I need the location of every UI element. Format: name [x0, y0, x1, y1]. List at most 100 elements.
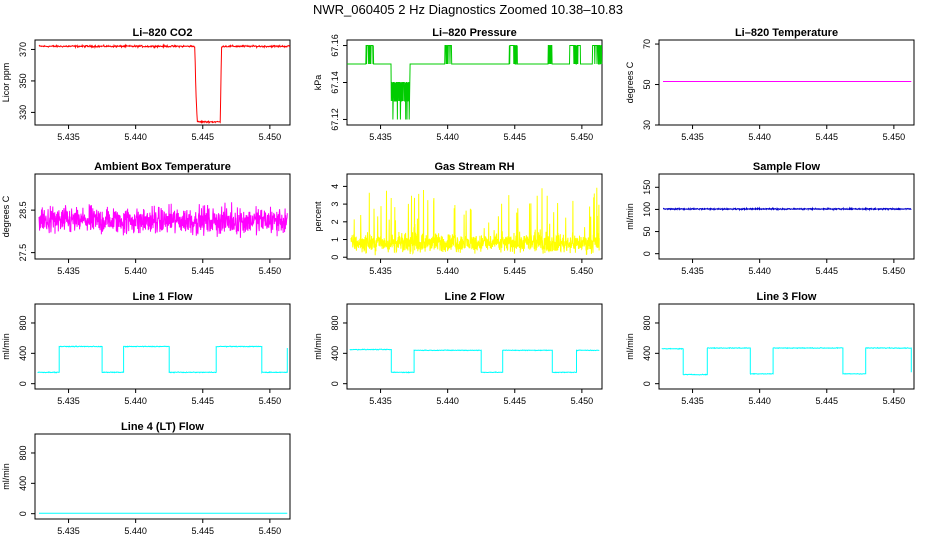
panel-line4: Line 4 (LT) Flow ml/min 5.435 5.440 5.445 5.4… [1, 421, 291, 536]
plot-frame [34, 303, 291, 390]
plot-frame [346, 303, 603, 390]
plot-frame [658, 39, 915, 126]
x-tick-label: 5.445 [503, 396, 526, 406]
x-tick-label: 5.435 [369, 132, 392, 142]
y-tick-label: 67.12 [330, 108, 340, 131]
panel-pressure: Li–820 Pressure kPa 5.435 5.440 5.445 5.450 67… [313, 27, 603, 142]
x-tick-label: 5.445 [815, 396, 838, 406]
panel-title: Li–820 CO2 [133, 27, 193, 39]
plot-frame [658, 173, 915, 260]
panel-title: Line 3 Flow [757, 291, 817, 303]
series-line-line2 [349, 348, 600, 374]
x-tick-label: 5.440 [124, 526, 147, 536]
x-tick-label: 5.445 [815, 132, 838, 142]
x-tick-label: 5.450 [571, 266, 594, 276]
y-tick-label: 0 [642, 251, 652, 256]
y-axis-label: ml/min [1, 463, 11, 490]
y-axis-label: kPa [313, 75, 323, 91]
x-tick-label: 5.445 [191, 396, 214, 406]
x-tick-label: 5.450 [571, 396, 594, 406]
y-axis-label: percent [313, 201, 323, 232]
y-axis-label: ml/min [1, 333, 11, 360]
panel-sampleflow: Sample Flow ml/min 5.435 5.440 5.445 5.450 0 50… [625, 161, 915, 276]
y-tick-label: 4 [330, 184, 340, 189]
x-tick-label: 5.450 [883, 396, 906, 406]
y-tick-label: 67.14 [330, 71, 340, 94]
series-line-co2 [38, 43, 291, 125]
panel-title: Sample Flow [753, 161, 821, 173]
y-tick-label: 150 [642, 180, 652, 195]
figure-title: NWR_060405 2 Hz Diagnostics Zoomed 10.38… [313, 2, 623, 17]
plot-frame [346, 173, 603, 260]
series-line-rh [350, 187, 600, 256]
panel-title: Line 4 (LT) Flow [121, 421, 204, 433]
x-tick-label: 5.445 [191, 132, 214, 142]
series-line-pressure [347, 45, 603, 120]
x-tick-label: 5.440 [436, 396, 459, 406]
y-tick-label: 0 [18, 381, 28, 386]
panel-temp: Li–820 Temperature degrees C 5.435 5.440 5.4… [625, 27, 915, 142]
x-tick-label: 5.440 [436, 266, 459, 276]
panel-title: Li–820 Pressure [432, 27, 516, 39]
y-tick-label: 400 [18, 476, 28, 491]
panel-title: Gas Stream RH [434, 161, 514, 173]
panel-line2: Line 2 Flow ml/min 5.435 5.440 5.445 5.450 0 40… [313, 291, 603, 406]
x-tick-label: 5.440 [748, 266, 771, 276]
x-tick-label: 5.440 [124, 396, 147, 406]
y-tick-label: 800 [18, 445, 28, 460]
x-tick-label: 5.450 [259, 526, 282, 536]
panel-line1: Line 1 Flow ml/min 5.435 5.440 5.445 5.450 0 40… [1, 291, 291, 406]
x-tick-label: 5.440 [748, 132, 771, 142]
panel-co2: Li–820 CO2 Licor ppm 5.435 5.440 5.445 5.450 3… [1, 27, 291, 142]
x-tick-label: 5.450 [259, 132, 282, 142]
y-axis-label: Licor ppm [1, 63, 11, 103]
y-tick-label: 0 [330, 381, 340, 386]
y-tick-label: 27.5 [18, 244, 28, 262]
x-tick-label: 5.445 [503, 132, 526, 142]
x-tick-label: 5.450 [883, 266, 906, 276]
y-tick-label: 800 [18, 315, 28, 330]
x-tick-label: 5.445 [503, 266, 526, 276]
y-tick-label: 2 [330, 219, 340, 224]
series-line-sampleflow [662, 206, 912, 212]
x-tick-label: 5.435 [681, 266, 704, 276]
x-tick-label: 5.450 [571, 132, 594, 142]
y-tick-label: 100 [642, 202, 652, 217]
plot-frame [346, 39, 603, 126]
series-line-boxtemp [38, 202, 288, 238]
x-tick-label: 5.450 [883, 132, 906, 142]
x-tick-label: 5.435 [369, 266, 392, 276]
x-tick-label: 5.445 [191, 266, 214, 276]
y-tick-label: 350 [18, 73, 28, 88]
x-tick-label: 5.435 [57, 526, 80, 536]
y-tick-label: 330 [18, 105, 28, 120]
panel-rh: Gas Stream RH percent 5.435 5.440 5.445 5.450… [313, 161, 603, 276]
x-tick-label: 5.435 [57, 132, 80, 142]
y-tick-label: 3 [330, 202, 340, 207]
plot-frame [658, 303, 915, 390]
y-tick-label: 1 [330, 237, 340, 242]
y-tick-label: 0 [330, 255, 340, 260]
x-tick-label: 5.445 [815, 266, 838, 276]
x-tick-label: 5.435 [369, 396, 392, 406]
x-tick-label: 5.435 [57, 266, 80, 276]
y-tick-label: 28.5 [18, 201, 28, 219]
y-tick-label: 0 [642, 381, 652, 386]
x-tick-label: 5.440 [124, 266, 147, 276]
panel-boxtemp: Ambient Box Temperature degrees C 5.435 5.4… [1, 161, 291, 276]
y-tick-label: 370 [18, 42, 28, 57]
y-tick-label: 70 [642, 39, 652, 49]
y-tick-label: 800 [330, 315, 340, 330]
y-tick-label: 0 [18, 511, 28, 516]
y-tick-label: 800 [642, 315, 652, 330]
plot-frame [34, 433, 291, 520]
series-line-line3 [661, 346, 912, 376]
y-axis-label: degrees C [1, 195, 11, 237]
x-tick-label: 5.435 [57, 396, 80, 406]
x-tick-label: 5.440 [124, 132, 147, 142]
panel-title: Line 1 Flow [133, 291, 193, 303]
panel-title: Li–820 Temperature [735, 27, 838, 39]
x-tick-label: 5.450 [259, 266, 282, 276]
x-tick-label: 5.440 [436, 132, 459, 142]
